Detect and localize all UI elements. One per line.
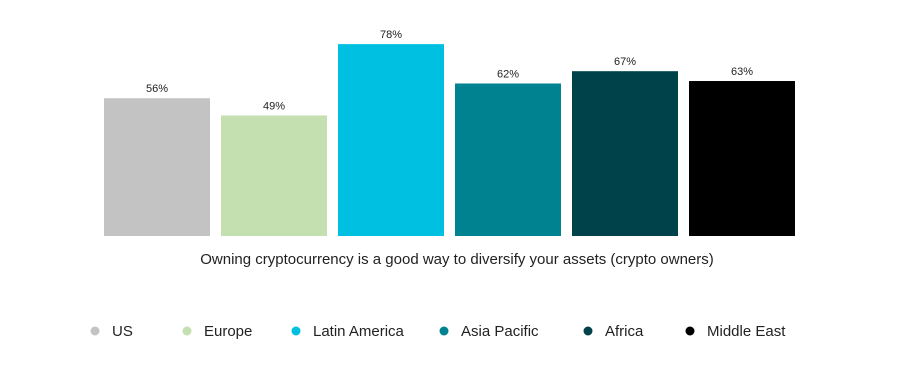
value-label: 78%: [380, 29, 402, 41]
legend-marker: [439, 326, 449, 336]
bar: [689, 81, 795, 237]
category-label: Owning cryptocurrency is a good way to d…: [200, 251, 714, 268]
legend-marker: [291, 326, 301, 336]
legend-label: US: [112, 323, 133, 340]
value-label: 56%: [146, 83, 168, 95]
legend-marker: [583, 326, 593, 336]
legend-marker: [182, 326, 192, 336]
value-label: 62%: [497, 68, 519, 80]
value-label: 63%: [731, 66, 753, 78]
legend-marker: [90, 326, 100, 336]
value-label: 67%: [614, 56, 636, 68]
legend-label: Asia Pacific: [461, 323, 539, 340]
bar: [221, 115, 327, 236]
legend-label: Europe: [204, 323, 252, 340]
legend-marker: [685, 326, 695, 336]
bar: [455, 83, 561, 236]
bar: [104, 98, 210, 237]
bar: [338, 44, 444, 237]
bar: [572, 71, 678, 237]
legend-label: Africa: [605, 323, 644, 340]
legend-label: Latin America: [313, 323, 405, 340]
legend-label: Middle East: [707, 323, 786, 340]
value-label: 49%: [263, 100, 285, 112]
